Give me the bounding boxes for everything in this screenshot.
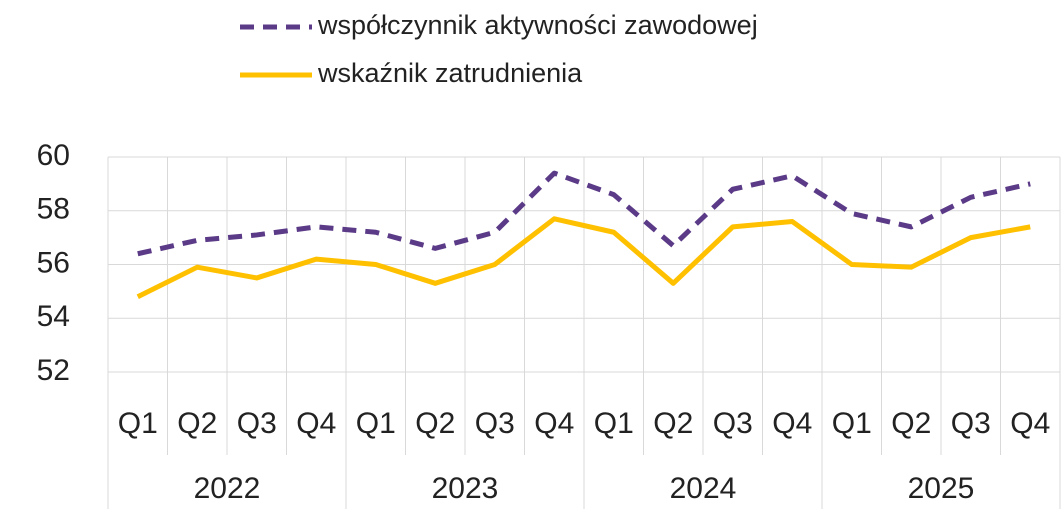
legend-label: wskaźnik zatrudnienia	[317, 58, 583, 88]
y-tick-label: 60	[37, 139, 70, 172]
x-tick-label: Q2	[891, 407, 931, 440]
x-tick-label: Q3	[237, 407, 277, 440]
y-tick-label: 54	[37, 300, 70, 333]
series-line	[137, 170, 1031, 257]
x-tick-label: Q3	[713, 407, 753, 440]
x-tick-label: Q1	[356, 407, 396, 440]
x-group-label: 2022	[194, 472, 261, 505]
x-tick-label: Q4	[1010, 407, 1050, 440]
x-tick-label: Q1	[594, 407, 634, 440]
x-tick-label: Q2	[415, 407, 455, 440]
series-line	[136, 216, 1031, 299]
x-tick-label: Q2	[177, 407, 217, 440]
legend-label: współczynnik aktywności zawodowej	[317, 10, 758, 40]
x-tick-label: Q4	[296, 407, 336, 440]
y-tick-label: 52	[37, 354, 70, 387]
x-tick-label: Q4	[772, 407, 812, 440]
x-tick-label: Q1	[832, 407, 872, 440]
x-group-label: 2023	[432, 472, 499, 505]
x-tick-label: Q3	[475, 407, 515, 440]
x-tick-label: Q2	[653, 407, 693, 440]
x-group-label: 2024	[670, 472, 737, 505]
y-tick-label: 56	[37, 246, 70, 279]
y-tick-label: 58	[37, 193, 70, 226]
x-tick-label: Q4	[534, 407, 574, 440]
x-tick-label: Q3	[951, 407, 991, 440]
x-tick-label: Q1	[118, 407, 158, 440]
x-group-label: 2025	[908, 472, 975, 505]
